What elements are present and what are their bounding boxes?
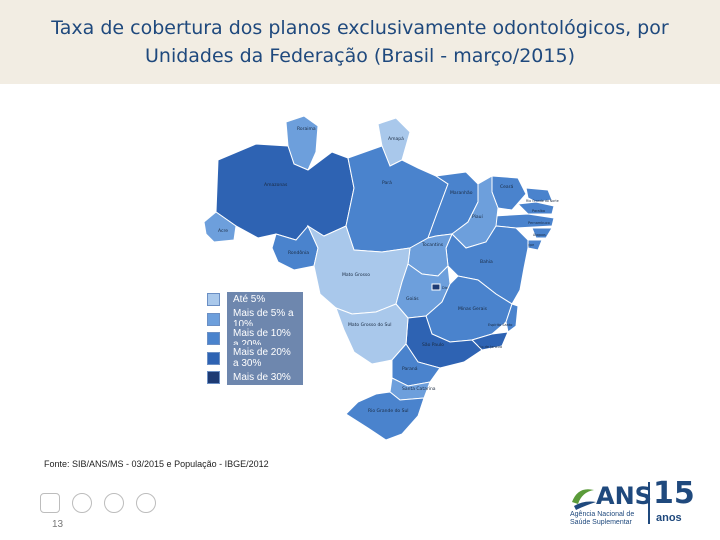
source-note: Fonte: SIB/ANS/MS - 03/2015 e População …	[44, 459, 269, 469]
state-label-ms: Mato Grosso do Sul	[348, 322, 391, 328]
state-label-paraiba: Paraíba	[532, 209, 545, 213]
footer-icon-building	[40, 493, 60, 513]
state-label-ceara: Ceará	[500, 183, 514, 190]
state-label-tocantins: Tocantins	[421, 242, 444, 248]
state-df	[431, 283, 441, 291]
state-label-sp: São Paulo	[422, 342, 444, 348]
state-label-bahia: Bahia	[480, 259, 493, 265]
legend-swatch	[207, 371, 220, 384]
state-label-goias: Goiás	[406, 295, 419, 302]
state-label-alagoas: Alagoas	[533, 233, 546, 237]
ans-logo-subtitle: Agência Nacional de Saúde Suplementar	[570, 511, 635, 526]
logo-divider	[648, 482, 650, 524]
state-label-roraima: Roraima	[297, 126, 316, 132]
page-number: 13	[52, 519, 64, 530]
state-label-mato-grosso: Mato Grosso	[342, 272, 370, 278]
state-label-amapa: Amapá	[388, 135, 404, 142]
legend-swatch	[207, 332, 220, 345]
state-label-acre: Acre	[218, 228, 228, 234]
page-title: Taxa de cobertura dos planos exclusivame…	[51, 17, 669, 67]
state-label-amazonas: Amazonas	[264, 182, 288, 188]
title-band	[0, 0, 720, 84]
state-alagoas	[531, 227, 553, 239]
legend-item: Mais de 30%	[207, 368, 303, 387]
footer-icon-gear	[72, 493, 92, 513]
footer-icon-seal	[136, 493, 156, 513]
legend-item: Mais de 20% a 30%	[207, 345, 303, 371]
state-label-parana: Paraná	[402, 365, 418, 372]
legend-label: Até 5%	[227, 292, 303, 307]
state-rs	[345, 391, 425, 441]
legend-item: Até 5%	[207, 290, 303, 309]
legend: Até 5% Mais de 5% a 10% Mais de 10% a 20…	[207, 290, 303, 388]
state-label-minas: Minas Gerais	[458, 306, 488, 312]
legend-swatch	[207, 293, 220, 306]
anniversary-number: 15	[653, 476, 695, 511]
ans-logo	[566, 476, 706, 528]
footer-icon-flower	[104, 493, 124, 513]
footer-icons	[40, 493, 156, 513]
ans-swoosh-icon	[572, 489, 596, 510]
state-label-maranhao: Maranhão	[450, 190, 473, 196]
state-es	[505, 303, 519, 333]
state-label-rs: Rio Grande do Sul	[368, 408, 409, 414]
brazil-map: Roraima Amapá Amazonas Pará Maranhão Cea…	[196, 98, 576, 443]
state-label-piaui: Piauí	[472, 213, 483, 220]
map-svg: Roraima Amapá Amazonas Pará Maranhão Cea…	[203, 115, 559, 441]
state-label-rn: Rio Grande do Norte	[526, 199, 559, 203]
state-acre	[203, 211, 237, 243]
state-amazonas	[215, 143, 355, 241]
legend-swatch	[207, 351, 220, 365]
state-rn	[525, 187, 553, 203]
legend-label: Mais de 30%	[227, 370, 303, 385]
state-label-rondonia: Rondônia	[288, 249, 309, 256]
state-label-sc: Santa Catarina	[402, 386, 436, 392]
state-bahia	[445, 225, 529, 305]
state-label-para: Pará	[382, 179, 392, 186]
legend-label: Mais de 20% a 30%	[227, 345, 303, 371]
ans-logo-text: ANS	[596, 482, 652, 510]
legend-swatch	[207, 312, 220, 326]
state-label-pernambuco: Pernambuco	[528, 221, 550, 225]
state-label-es: Espírito Santo	[488, 323, 512, 327]
state-paraiba	[516, 201, 555, 215]
anniversary-label: anos	[656, 512, 682, 524]
state-label-rj: Rio de Janeiro	[478, 345, 502, 349]
